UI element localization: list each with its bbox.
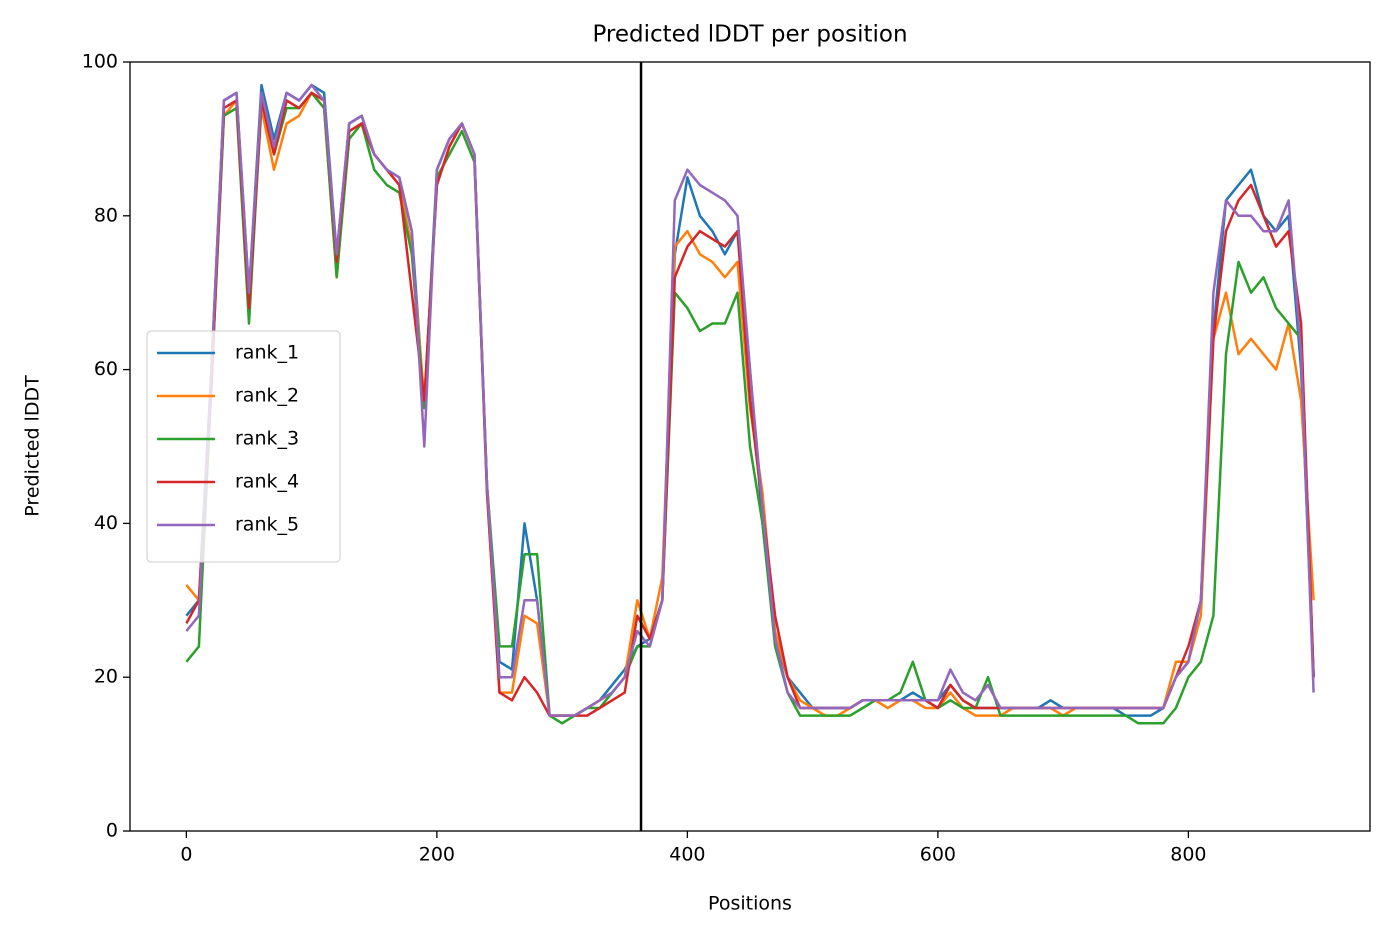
x-tick-label: 600 — [920, 844, 956, 866]
y-tick-label: 40 — [94, 512, 118, 534]
x-tick-label: 800 — [1170, 844, 1206, 866]
series-line — [185, 83, 1315, 717]
plot-frame — [129, 61, 1371, 832]
y-axis-label: Predicted lDDT — [22, 375, 44, 517]
y-tick-label: 0 — [106, 820, 118, 842]
x-tick-label: 0 — [180, 844, 192, 866]
legend-label: rank_3 — [235, 428, 299, 450]
y-tick-label: 100 — [82, 51, 118, 73]
x-axis-label: Positions — [708, 893, 792, 915]
legend-label: rank_5 — [235, 514, 299, 536]
legend-label: rank_2 — [235, 385, 299, 407]
legend-label: rank_4 — [235, 471, 299, 493]
x-tick-label: 400 — [669, 844, 705, 866]
y-tick-label: 20 — [94, 666, 118, 688]
series-line — [185, 91, 1315, 717]
y-tick-label: 60 — [94, 358, 118, 380]
legend-box — [146, 330, 341, 563]
legend-label: rank_1 — [235, 342, 299, 364]
y-tick-label: 80 — [94, 204, 118, 226]
chart-title: Predicted lDDT per position — [592, 22, 907, 48]
x-tick-label: 200 — [419, 844, 455, 866]
series-line — [185, 91, 1315, 725]
